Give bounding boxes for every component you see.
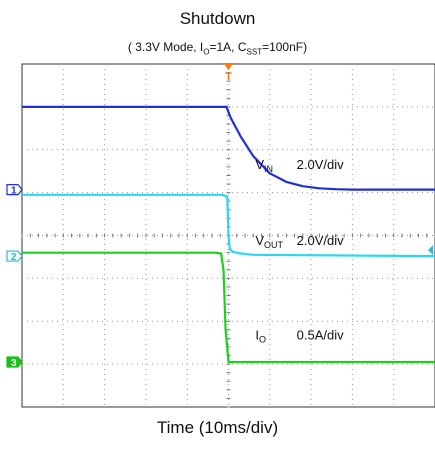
trigger-marker bbox=[223, 63, 234, 70]
trace-labels: VIN 2.0V/div VOUT 2.0V/div IO 0.5A/div bbox=[255, 157, 344, 344]
channel-marker-1: 1 bbox=[6, 184, 23, 197]
trace-scale-v-in: 2.0V/div bbox=[297, 157, 344, 172]
subtitle-c-sub: SST bbox=[246, 47, 263, 57]
channel-flag bbox=[6, 356, 23, 368]
x-axis-label: Time (10ms/div) bbox=[156, 418, 279, 437]
trace-label-v-in: VIN bbox=[255, 157, 273, 174]
trigger-label: T bbox=[225, 71, 232, 83]
trace-v-out bbox=[22, 193, 435, 258]
subtitle-mid: =1A, C bbox=[209, 40, 247, 54]
subtitle-io-sub: O bbox=[203, 47, 210, 57]
traces bbox=[22, 105, 435, 364]
subtitle-prefix: ( 3.3V Mode, I bbox=[127, 40, 204, 54]
channel-flag bbox=[6, 250, 23, 262]
chart-title: Shutdown bbox=[179, 9, 256, 28]
channel-number: 1 bbox=[11, 186, 17, 197]
trace-scale-v-out: 2.0V/div bbox=[297, 233, 344, 248]
trace-scale-i-o: 0.5A/div bbox=[297, 327, 344, 342]
trace-label-i-o: IO bbox=[255, 327, 266, 344]
trace-v-in bbox=[22, 105, 435, 191]
trace-label-v-out: VOUT bbox=[255, 233, 283, 250]
channel-number: 2 bbox=[11, 252, 17, 263]
channel-marker-3: 3 bbox=[6, 356, 23, 369]
channel-markers: T 1 2 3 bbox=[6, 63, 433, 369]
chart-subtitle: ( 3.3V Mode, IO=1A, CSST=100nF) bbox=[0, 40, 435, 56]
reference-arrow bbox=[428, 245, 433, 256]
channel-flag bbox=[6, 184, 23, 196]
channel-marker-2: 2 bbox=[6, 250, 23, 263]
channel-number: 3 bbox=[11, 358, 17, 369]
subtitle-suffix: =100nF) bbox=[262, 40, 308, 54]
trace-i-o bbox=[22, 251, 435, 364]
